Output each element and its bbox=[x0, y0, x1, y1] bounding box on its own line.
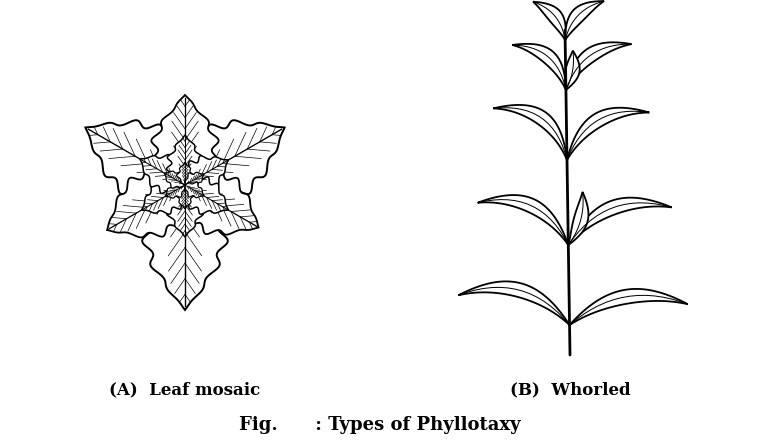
Text: (B)  Whorled: (B) Whorled bbox=[510, 381, 630, 399]
Polygon shape bbox=[565, 1, 604, 40]
Polygon shape bbox=[512, 44, 566, 90]
Polygon shape bbox=[568, 198, 671, 245]
Polygon shape bbox=[167, 135, 203, 185]
Polygon shape bbox=[184, 172, 204, 188]
Polygon shape bbox=[165, 171, 185, 188]
Polygon shape bbox=[184, 171, 258, 235]
Polygon shape bbox=[568, 192, 588, 245]
Polygon shape bbox=[166, 185, 204, 237]
Polygon shape bbox=[177, 162, 194, 185]
Polygon shape bbox=[184, 156, 229, 193]
Polygon shape bbox=[569, 289, 688, 325]
Polygon shape bbox=[184, 177, 229, 214]
Polygon shape bbox=[165, 182, 185, 198]
Polygon shape bbox=[107, 170, 186, 237]
Polygon shape bbox=[140, 154, 186, 194]
Polygon shape bbox=[176, 185, 194, 209]
Polygon shape bbox=[184, 182, 204, 198]
Polygon shape bbox=[459, 281, 569, 325]
Polygon shape bbox=[142, 185, 228, 310]
Polygon shape bbox=[566, 42, 632, 90]
Polygon shape bbox=[493, 105, 567, 160]
Text: Fig.      : Types of Phyllotaxy: Fig. : Types of Phyllotaxy bbox=[239, 416, 520, 434]
Polygon shape bbox=[567, 108, 649, 160]
Polygon shape bbox=[184, 120, 284, 201]
Polygon shape bbox=[85, 120, 186, 201]
Polygon shape bbox=[533, 2, 565, 40]
Polygon shape bbox=[565, 51, 580, 90]
Polygon shape bbox=[478, 195, 568, 245]
Text: (A)  Leaf mosaic: (A) Leaf mosaic bbox=[110, 381, 261, 399]
Polygon shape bbox=[142, 177, 186, 214]
Polygon shape bbox=[152, 95, 219, 185]
